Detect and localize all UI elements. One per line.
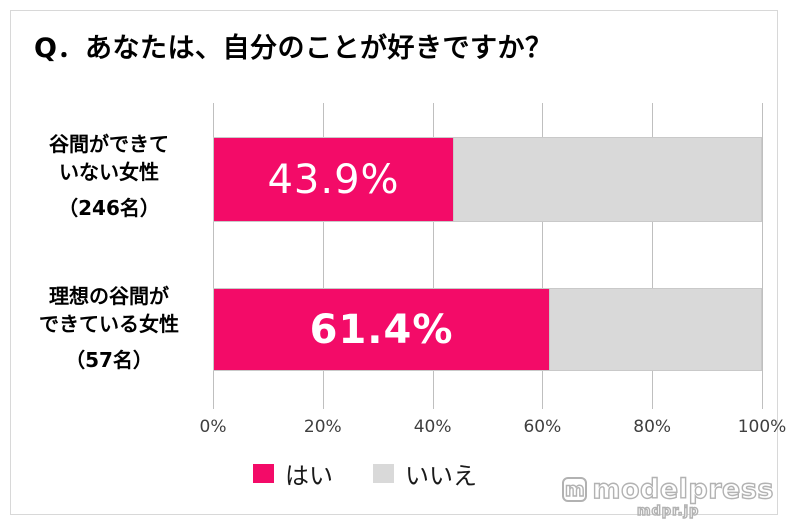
watermark-domain-text: mdpr.jp	[636, 503, 700, 519]
category-label-line: いない女性	[59, 159, 159, 184]
watermark-logo-row: m modelpress	[562, 473, 775, 506]
x-tick-label: 60%	[523, 417, 562, 437]
legend-swatch-no	[373, 464, 394, 483]
legend-item-no: いいえ	[373, 456, 477, 491]
bar-row-no-cleavage: 43.9%	[213, 137, 762, 222]
bar-segment-no	[454, 137, 762, 222]
modelpress-logo-icon: m	[562, 477, 588, 502]
legend-label-no: いいえ	[405, 462, 477, 490]
bar-segment-yes: 61.4%	[213, 288, 551, 371]
bar-value-label: 43.9%	[267, 156, 400, 203]
gridline-60	[542, 103, 544, 409]
legend-item-yes: はい	[253, 456, 333, 491]
modelpress-watermark: m modelpress mdpr.jp	[562, 473, 775, 520]
gridline-40	[432, 103, 434, 409]
category-label-line: 理想の谷間が	[49, 284, 169, 308]
legend-swatch-yes	[253, 464, 274, 483]
x-tick-label: 20%	[303, 417, 342, 437]
category-label-ideal-cleavage: 理想の谷間が できている女性 （57名）	[10, 283, 208, 375]
legend-label-yes: はい	[285, 462, 333, 490]
bar-segment-no	[550, 288, 762, 371]
bar-value-label: 61.4%	[309, 306, 454, 353]
plot-area: 43.9% 61.4%	[213, 103, 763, 409]
watermark-brand-text: modelpress	[592, 473, 775, 505]
category-label-no-cleavage: 谷間ができて いない女性 （246名）	[10, 131, 208, 223]
bar-segment-yes: 43.9%	[213, 137, 454, 222]
chart-title: Q．あなたは、自分のことが好きですか？	[34, 33, 553, 64]
x-axis: 0% 20% 40% 60% 80% 100%	[200, 417, 787, 441]
category-label-line: 谷間ができて	[49, 132, 169, 156]
x-tick-label: 0%	[199, 417, 227, 437]
x-tick-label: 100%	[737, 417, 787, 437]
gridline-80	[652, 103, 654, 409]
x-tick-label: 80%	[633, 417, 672, 437]
gridline-100	[762, 103, 763, 409]
bar-row-ideal-cleavage: 61.4%	[213, 288, 762, 371]
gridline-0	[213, 103, 214, 409]
x-tick-label: 40%	[413, 417, 452, 437]
category-sample-count: （57名）	[65, 348, 153, 373]
category-label-line: できている女性	[39, 311, 179, 336]
legend: はい いいえ	[0, 456, 730, 491]
category-sample-count: （246名）	[58, 196, 160, 221]
gridline-20	[322, 103, 324, 409]
